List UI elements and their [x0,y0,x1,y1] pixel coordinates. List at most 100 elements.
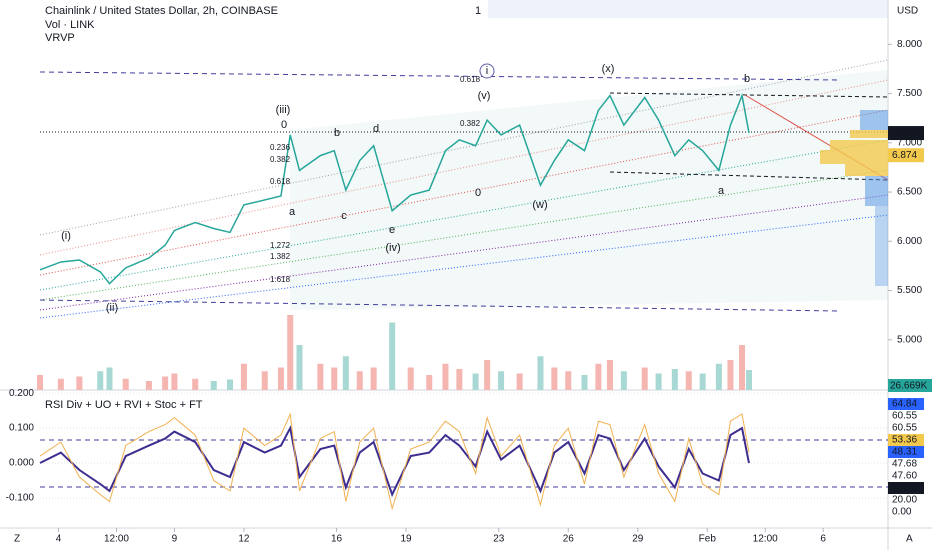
profile-bar [850,130,888,138]
osc-badge [888,434,924,446]
volume-bar [317,363,324,390]
volume-bar [745,369,752,390]
osc-badge-label: 64.84 [892,399,917,410]
oscillator-title: RSI Div + UO + RVI + Stoc + FT [45,399,203,411]
channel-line [39,169,889,301]
volume-bar [389,322,396,390]
y-tick-label: 5.000 [897,334,922,345]
osc-badge [888,482,924,494]
price-badge [888,126,924,141]
osc-badge-label: 60.55 [892,411,917,422]
volume-bar [287,315,294,390]
channel-line [39,139,889,291]
annotation: b [744,73,750,85]
volume-bar [356,371,363,390]
volume-bar [484,360,491,390]
osc-badge-label: 60.55 [892,423,917,434]
profile-bar [830,140,888,150]
volume-bar [162,376,169,390]
channel-fill [290,70,888,310]
volume-bar [516,373,523,390]
profile-bar [860,110,888,130]
volume-bar [685,371,692,390]
dashed-level [609,92,889,98]
volume-bar [581,375,588,390]
volume-bar [97,371,104,390]
volume-bar [620,371,627,390]
osc-badge-label: 0.00 [892,507,912,518]
volume-bar [192,378,199,390]
volume-bar [565,371,572,390]
annotation: (v) [478,90,491,102]
volume-bar [426,375,433,390]
profile-bar [865,176,888,206]
osc-badge-label: 48.31 [892,447,917,458]
annotation: 0 [475,187,481,199]
volume-bar [472,373,479,390]
annotation: 0.618 [460,75,481,84]
profile-title: VRVP [45,32,75,44]
volume-bar [595,363,602,390]
annotation: (iv) [385,242,400,254]
price-badge-label: 6.874 [892,150,917,161]
fib-zone [488,0,888,18]
volume-bar [122,378,129,390]
x-tick-label: 12:00 [104,534,129,545]
annotation: c [341,210,347,222]
volume-badge [888,379,932,392]
channels [39,59,889,319]
volume-bar [296,345,303,390]
price-line [39,92,750,285]
y-tick-label: 8.000 [897,39,922,50]
y-tick-label: 6.000 [897,236,922,247]
annotation: 0.236 [270,143,291,152]
y-tick-label: 5.500 [897,285,922,296]
osc-badge [888,446,924,458]
x-tick-label: 12:00 [753,534,778,545]
volume-bar [655,373,662,390]
annotation: (w) [532,199,547,211]
wave-circle [479,63,495,79]
channel-line [39,79,889,256]
volume-bar [551,367,558,390]
annotation: (i) [61,230,71,242]
osc-badge-label: 47.60 [892,483,917,494]
volume-bar [537,356,544,390]
channel-line [39,214,889,319]
profile-bar [820,150,888,164]
annotation: e [389,224,395,236]
volume-bar [727,360,734,390]
channel-line [39,59,889,236]
volume-bar [106,367,113,390]
corner-label: A [906,534,913,545]
volume-bar [226,379,233,390]
y-tick-label: 7.500 [897,88,922,99]
osc-tick-label: -0.100 [6,493,35,504]
annotation: 1 [475,5,481,17]
osc-badge-label: 47.60 [892,471,917,482]
profile-bar [845,164,888,176]
annotation: 0 [281,119,287,131]
osc-line [39,412,750,511]
x-tick-label: 12 [238,534,250,545]
volume-bar [240,363,247,390]
dashed-level [39,299,841,312]
volume-bar [641,367,648,390]
volume-bar [699,373,706,390]
osc-tick-label: 0.200 [9,388,34,399]
volume-bar [442,363,449,390]
osc-badge [888,398,924,410]
volume-bar [342,356,349,390]
x-tick-label: 9 [172,534,178,545]
volume-bar [407,367,414,390]
price-badge-label: 7.099 [892,128,917,139]
volume-bar [171,373,178,390]
volume-title: Vol · LINK [45,19,95,31]
volume-bar [671,369,678,390]
volume-bar [76,376,83,390]
osc-tick-label: 0.000 [9,458,34,469]
annotation: 0.382 [460,119,481,128]
volume-bar [145,381,152,390]
volume-bar [210,381,217,390]
